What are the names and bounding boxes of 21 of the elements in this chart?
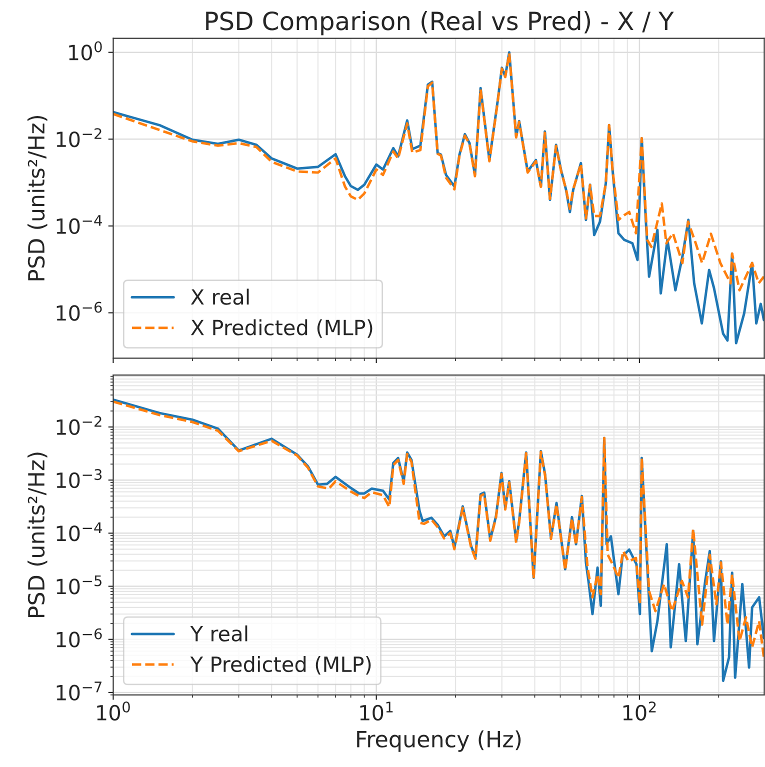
legend-label: X Predicted (MLP) xyxy=(190,319,372,338)
y-tick-label: 10$^{−6}$ xyxy=(56,302,102,321)
y-tick-label: 10$^{−6}$ xyxy=(56,628,102,648)
y-tick-label: 10$^{−7}$ xyxy=(56,682,102,701)
y-tick-label: 10$^{−4}$ xyxy=(56,522,102,542)
y-tick-label: 10$^{−2}$ xyxy=(56,416,102,436)
y-tick-label: 10$^{−2}$ xyxy=(56,128,102,148)
y-axis-title: PSD (units²/Hz) xyxy=(27,116,48,280)
y-axis-title: PSD (units²/Hz) xyxy=(27,452,48,618)
y-tick-label: 10$^{0}$ xyxy=(69,41,102,60)
legend-label: Y Predicted (MLP) xyxy=(190,656,371,675)
legend-label: X real xyxy=(190,288,249,305)
y-tick-label: 10$^{−3}$ xyxy=(56,469,102,488)
x-tick-label: 10$^{2}$ xyxy=(623,701,656,721)
x-tick-label: 10$^{0}$ xyxy=(97,701,130,721)
x-tick-label: 10$^{1}$ xyxy=(360,702,393,721)
y-tick-label: 10$^{−4}$ xyxy=(56,215,102,234)
x-axis-title: Frequency (Hz) xyxy=(357,730,521,752)
chart-title: PSD Comparison (Real vs Pred) - X / Y xyxy=(206,11,674,36)
y-tick-label: 10$^{−5}$ xyxy=(56,575,102,594)
legend-label: Y real xyxy=(190,625,248,642)
